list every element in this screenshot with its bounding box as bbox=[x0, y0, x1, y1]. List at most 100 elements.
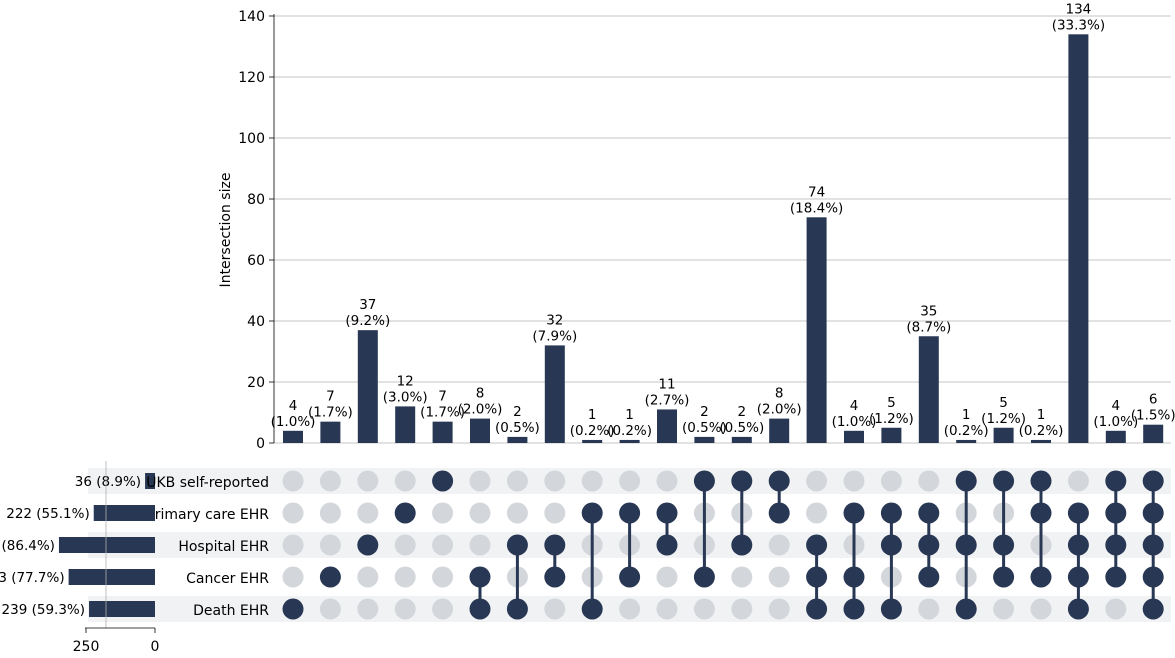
matrix-dot-inactive bbox=[1030, 598, 1052, 620]
y-tick-label: 80 bbox=[247, 192, 265, 208]
matrix-dot-inactive bbox=[768, 566, 790, 588]
matrix-dot-inactive bbox=[282, 470, 304, 492]
bar-percent-label: (0.2%) bbox=[570, 423, 615, 439]
set-name-label: rimary care EHR bbox=[155, 507, 270, 523]
matrix-dot-inactive bbox=[506, 470, 528, 492]
intersection-bar bbox=[918, 336, 939, 443]
matrix-dot-inactive bbox=[544, 502, 566, 524]
bar-value-label: 35 bbox=[920, 303, 937, 319]
bar-percent-label: (2.7%) bbox=[645, 392, 690, 408]
intersection-bar bbox=[694, 436, 715, 443]
matrix-dot-inactive bbox=[357, 502, 379, 524]
matrix-dot-inactive bbox=[357, 566, 379, 588]
set-size-label: 222 (55.1%) bbox=[6, 506, 89, 522]
bar-value-label: 6 bbox=[1149, 392, 1158, 408]
matrix-dot-inactive bbox=[432, 534, 454, 556]
intersection-bar bbox=[1031, 439, 1051, 443]
bar-percent-label: (3.0%) bbox=[383, 389, 428, 405]
intersection-bar bbox=[806, 217, 827, 443]
bar-percent-label: (1.2%) bbox=[869, 411, 914, 427]
intersection-bar bbox=[1143, 424, 1164, 443]
bar-value-label: 1 bbox=[588, 407, 597, 423]
membership-matrix bbox=[282, 470, 1164, 620]
intersection-bar bbox=[507, 436, 528, 443]
y-tick-label: 40 bbox=[247, 314, 265, 330]
intersection-bar bbox=[432, 421, 453, 443]
intersection-bar bbox=[357, 330, 378, 443]
bar-percent-label: (0.5%) bbox=[719, 420, 764, 436]
matrix-dot-active bbox=[319, 566, 341, 588]
intersection-bar bbox=[731, 436, 752, 443]
intersection-bar bbox=[993, 427, 1014, 443]
y-axis-label: Intersection size bbox=[218, 173, 234, 288]
matrix-dot-inactive bbox=[993, 598, 1015, 620]
bar-value-label: 1 bbox=[1037, 407, 1046, 423]
y-tick-label: 0 bbox=[256, 436, 265, 452]
matrix-dot-active bbox=[357, 534, 379, 556]
bar-percent-label: (18.4%) bbox=[790, 200, 843, 216]
matrix-dot-inactive bbox=[319, 534, 341, 556]
matrix-dot-inactive bbox=[319, 470, 341, 492]
bar-value-label: 12 bbox=[397, 373, 414, 389]
matrix-dot-inactive bbox=[394, 470, 416, 492]
intersection-bar bbox=[769, 418, 790, 443]
matrix-dot-inactive bbox=[843, 470, 865, 492]
y-tick-label: 20 bbox=[247, 375, 265, 391]
set-size-label: 36 (8.9%) bbox=[75, 474, 141, 490]
y-tick-label: 100 bbox=[238, 131, 265, 147]
matrix-dot-inactive bbox=[768, 534, 790, 556]
matrix-dot-inactive bbox=[282, 534, 304, 556]
set-name-label: UKB self-reported bbox=[146, 475, 269, 491]
bar-value-label: 7 bbox=[438, 389, 447, 405]
bar-value-label: 1 bbox=[962, 407, 971, 423]
matrix-dot-inactive bbox=[432, 502, 454, 524]
bar-percent-label: (2.0%) bbox=[757, 402, 802, 418]
bar-percent-label: (1.2%) bbox=[981, 411, 1026, 427]
set-name-label: Death EHR bbox=[193, 603, 269, 619]
matrix-dot-inactive bbox=[506, 502, 528, 524]
intersection-bar bbox=[619, 439, 640, 443]
matrix-dot-inactive bbox=[880, 470, 902, 492]
matrix-dot-inactive bbox=[319, 598, 341, 620]
bar-value-label: 2 bbox=[738, 404, 747, 420]
matrix-dot-inactive bbox=[806, 502, 828, 524]
bar-percent-label: (1.5%) bbox=[1131, 408, 1175, 424]
bar-percent-label: (1.7%) bbox=[308, 405, 353, 421]
intersection-bar bbox=[470, 418, 490, 443]
bar-percent-label: (0.5%) bbox=[682, 420, 727, 436]
set-size-bar bbox=[58, 537, 156, 553]
matrix-dot-inactive bbox=[581, 470, 603, 492]
matrix-dot-inactive bbox=[693, 598, 715, 620]
bar-value-label: 11 bbox=[658, 376, 675, 392]
set-name-label: Cancer EHR bbox=[186, 571, 269, 587]
matrix-dot-inactive bbox=[357, 598, 379, 620]
bar-value-label: 5 bbox=[887, 395, 896, 411]
set-size-bar bbox=[89, 601, 155, 617]
intersection-bar bbox=[844, 430, 864, 443]
set-size-bar bbox=[68, 569, 155, 585]
axes: 0 20 40 60 80 100 120 140 bbox=[238, 9, 275, 452]
set-size-label: 239 (59.3%) bbox=[2, 602, 85, 618]
intersection-bar bbox=[283, 430, 303, 443]
matrix-dot-inactive bbox=[432, 598, 454, 620]
matrix-dot-inactive bbox=[731, 598, 753, 620]
bar-percent-label: (1.0%) bbox=[271, 414, 316, 430]
set-size-tick-label: 0 bbox=[151, 639, 160, 653]
bar-percent-label: (1.7%) bbox=[420, 405, 465, 421]
matrix-dot-inactive bbox=[656, 598, 678, 620]
bar-percent-label: (1.0%) bbox=[1093, 414, 1138, 430]
bar-value-label: 1 bbox=[625, 407, 634, 423]
y-tick-label: 60 bbox=[247, 253, 265, 269]
matrix-dot-inactive bbox=[469, 470, 491, 492]
bar-value-label: 5 bbox=[999, 395, 1008, 411]
bar-value-label: 74 bbox=[808, 184, 825, 200]
bar-value-label: 7 bbox=[326, 389, 335, 405]
bar-value-label: 2 bbox=[513, 404, 522, 420]
set-name-label: Hospital EHR bbox=[178, 539, 269, 555]
matrix-dot-inactive bbox=[656, 566, 678, 588]
intersection-bar bbox=[320, 421, 341, 443]
intersection-bar bbox=[1068, 34, 1089, 444]
matrix-dot-inactive bbox=[768, 598, 790, 620]
